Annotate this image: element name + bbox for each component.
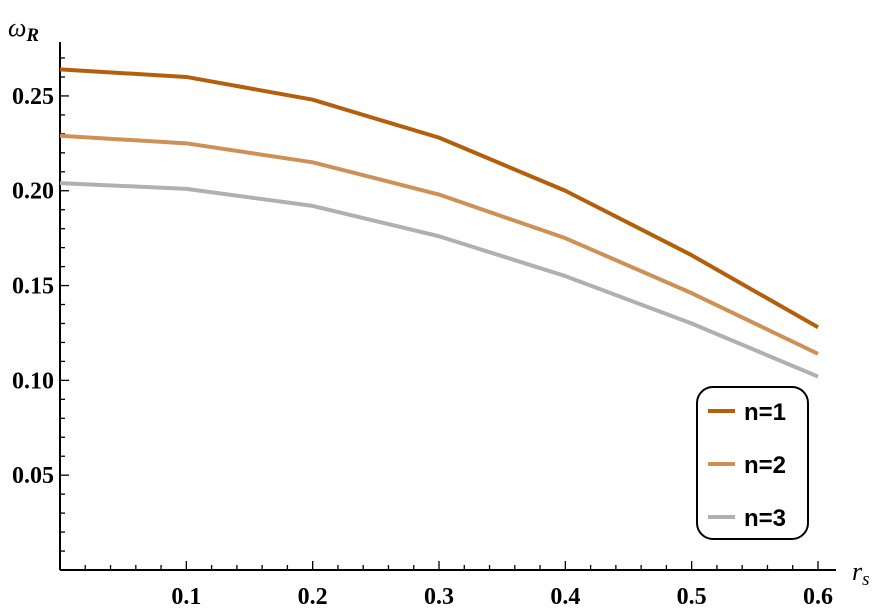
x-tick-label: 0.5 <box>677 584 707 610</box>
series-line-2 <box>59 133 819 356</box>
y-tick-label: 0.20 <box>12 179 54 205</box>
x-tick-label: 0.6 <box>803 584 833 610</box>
legend-label-1: n=1 <box>744 399 786 426</box>
y-tick-label: 0.10 <box>12 368 54 394</box>
series-layer <box>59 67 819 379</box>
x-tick-label: 0.1 <box>171 584 201 610</box>
legend-box <box>696 386 809 540</box>
y-axis-label: ωR <box>8 13 39 46</box>
y-tick-label: 0.05 <box>12 463 54 489</box>
legend-label-3: n=3 <box>744 505 786 532</box>
x-axis-label: rs <box>852 557 870 590</box>
x-tick-label: 0.4 <box>550 584 580 610</box>
axes: 0.05 0.10 0.15 0.20 0.25 0.1 0.2 0.3 0.4 0.5 0.6 ωR… <box>8 13 870 610</box>
series-line-3 <box>59 181 819 379</box>
series-line-1 <box>59 67 819 330</box>
y-tick-label: 0.25 <box>12 84 54 110</box>
y-tick-label: 0.15 <box>12 274 54 300</box>
x-tick-label: 0.2 <box>298 584 328 610</box>
x-tick-label: 0.3 <box>424 584 454 610</box>
legend: n=1 n=2 n=3 <box>696 386 809 540</box>
legend-label-2: n=2 <box>744 452 786 479</box>
